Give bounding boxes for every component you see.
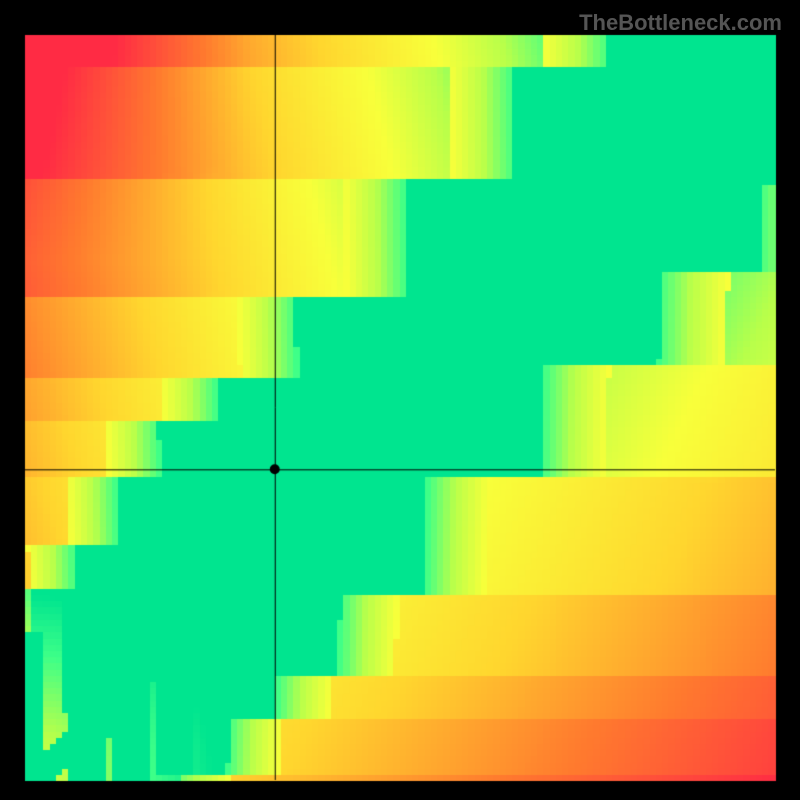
attribution-text: TheBottleneck.com [579,10,782,36]
heatmap-canvas [0,0,800,800]
chart-container: TheBottleneck.com [0,0,800,800]
